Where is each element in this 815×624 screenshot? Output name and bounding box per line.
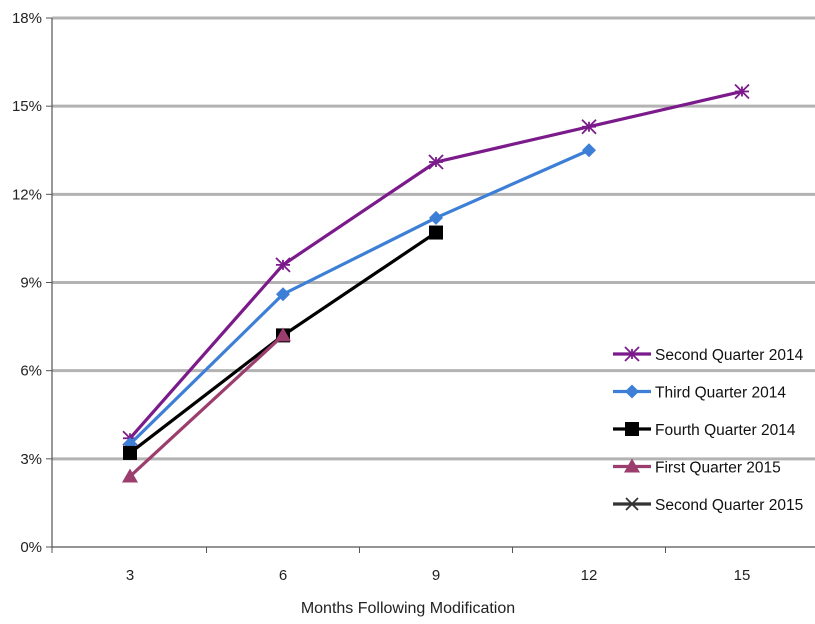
legend-item: Second Quarter 2015 [613,497,803,514]
data-point [734,83,750,100]
data-point [123,445,137,460]
data-point [428,154,444,170]
legend-label: Fourth Quarter 2014 [655,422,796,439]
data-point [429,210,443,225]
legend-marker [625,384,639,399]
y-tick-label: 9% [20,275,42,292]
data-point [276,287,290,302]
legend-label: Third Quarter 2014 [655,385,786,402]
x-tick-label: 9 [432,567,440,584]
legend-item: Fourth Quarter 2014 [613,422,796,439]
legend-item: First Quarter 2015 [613,458,781,477]
series-line [128,333,285,479]
series-lines [122,83,750,483]
series-line [128,148,591,446]
data-point [582,143,596,158]
x-tick-label: 3 [126,567,134,584]
legend-marker [625,422,639,436]
legend-label: Second Quarter 2015 [655,497,803,514]
x-tick-label: 12 [581,567,598,584]
data-point [581,119,597,135]
legend-marker [624,346,640,362]
x-axis-title: Months Following Modification [301,600,515,617]
data-point [122,468,138,483]
y-tick-label: 12% [12,186,42,203]
x-tick-label: 15 [734,567,751,584]
legend-item: Second Quarter 2014 [613,346,804,364]
x-tick-label: 6 [279,567,287,584]
y-tick-label: 18% [12,10,42,27]
gridlines [52,16,815,461]
axes: 0% 3% 6% 9% 12% 15% 18% 3 6 9 12 15 [12,10,815,584]
legend-label: Second Quarter 2014 [655,347,804,364]
y-tick-label: 0% [20,539,42,556]
legend-item: Third Quarter 2014 [613,384,786,402]
data-point [275,327,291,342]
y-tick-label: 3% [20,451,42,468]
legend: Second Quarter 2014 Third Quarter 2014 Fou… [613,346,804,514]
y-tick-label: 15% [12,98,42,115]
data-point [429,225,443,240]
legend-label: First Quarter 2015 [655,460,781,477]
series-line [128,89,744,440]
y-tick-label: 6% [20,363,42,380]
data-point [275,257,291,273]
legend-marker [624,458,640,473]
legend-marker [625,497,639,511]
